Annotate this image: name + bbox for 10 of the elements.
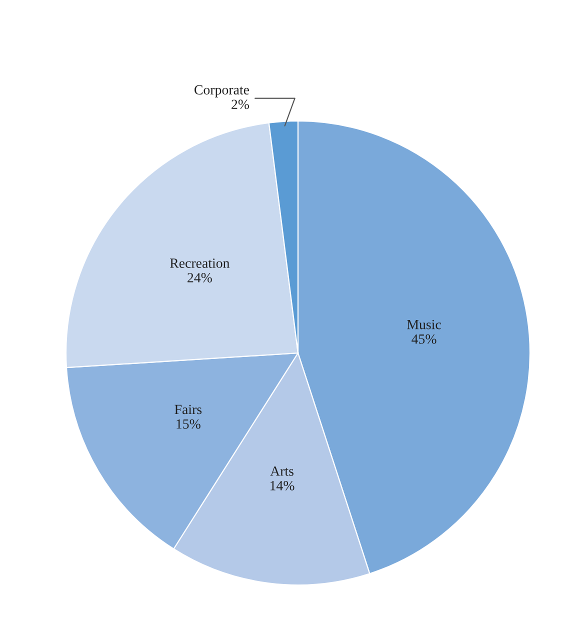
slice-label: Fairs: [174, 404, 202, 414]
data-label: 24%: [188, 273, 212, 282]
slice-label: Arts: [270, 466, 294, 476]
slice-label: Recreation: [170, 258, 230, 268]
data-label: 15%: [176, 419, 200, 429]
slice-label: Corporate: [194, 85, 250, 98]
data-label: 2%: [232, 100, 250, 110]
data-label: 45%: [412, 334, 436, 344]
slice-label: Music: [407, 320, 441, 330]
data-label: 14%: [270, 480, 294, 490]
